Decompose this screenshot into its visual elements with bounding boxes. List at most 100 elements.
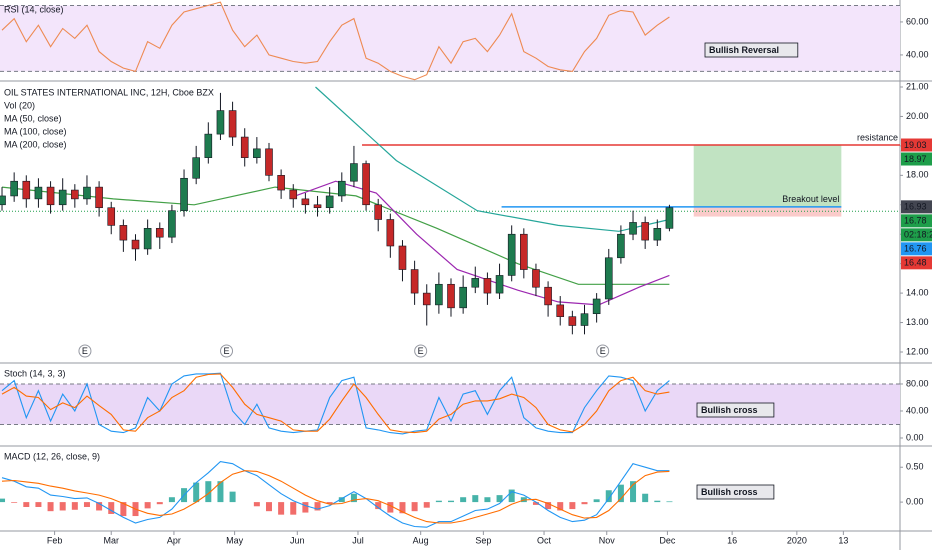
- histogram-bar: [156, 502, 163, 505]
- price-tag: [901, 228, 932, 242]
- price-tag: [901, 200, 932, 214]
- histogram-bar: [642, 493, 649, 503]
- annotation-box: [704, 42, 799, 58]
- level-label: resistance: [857, 132, 898, 142]
- histogram-bar: [326, 502, 333, 504]
- candle-body: [592, 298, 601, 315]
- histogram-bar: [617, 484, 624, 503]
- histogram-bar: [387, 502, 394, 513]
- y-tick-label: 0.00: [906, 496, 924, 506]
- candle-body: [495, 275, 504, 294]
- histogram-bar: [472, 495, 479, 503]
- y-tick-label: 12.00: [906, 346, 929, 356]
- price-tag-label: 16.93: [904, 202, 927, 212]
- earnings-marker: [220, 344, 234, 358]
- histogram-bar: [96, 502, 103, 511]
- candle-body: [253, 148, 261, 158]
- candle-body: [58, 189, 67, 206]
- x-tick-label: Dec: [659, 535, 676, 545]
- candle-body: [568, 316, 577, 326]
- level-label: Breakout level: [782, 194, 839, 204]
- histogram-bar: [35, 502, 42, 507]
- symbol-title: OIL STATES INTERNATIONAL INC, 12H, Cboe …: [4, 87, 214, 97]
- histogram-bar: [59, 502, 66, 511]
- candle-body: [422, 292, 431, 306]
- candle-body: [337, 180, 346, 197]
- indicator-line: [1, 372, 670, 435]
- candle-body: [0, 195, 6, 206]
- y-tick-label: 14.00: [906, 287, 929, 297]
- histogram-bar: [278, 502, 285, 515]
- x-tick-label: 16: [727, 535, 737, 545]
- y-tick-label: 21.00: [906, 81, 929, 91]
- histogram-bar: [168, 497, 175, 503]
- indicator-line: [1, 461, 670, 528]
- candle-body: [216, 110, 225, 135]
- histogram-bar: [265, 502, 272, 512]
- histogram-bar: [593, 499, 600, 503]
- y-tick-label: 80.00: [906, 378, 929, 388]
- histogram-bar: [630, 481, 637, 503]
- histogram-bar: [229, 491, 236, 503]
- price-tag: [901, 214, 932, 228]
- legend-item: MA (200, close): [4, 139, 67, 149]
- histogram-bar: [508, 489, 515, 503]
- price-tag-label: 02:18:27: [904, 230, 932, 240]
- candle-body: [447, 283, 455, 309]
- candle-body: [386, 219, 395, 247]
- candle-body: [374, 204, 383, 220]
- histogram-bar: [144, 502, 151, 509]
- price-tag-label: 19.03: [904, 140, 927, 150]
- price-tag: [901, 242, 932, 256]
- target-zone: [693, 145, 842, 207]
- candle-body: [507, 233, 516, 276]
- y-tick-label: 20.00: [906, 111, 929, 121]
- price-tag-label: 18.97: [904, 154, 927, 164]
- earnings-marker: [596, 344, 610, 358]
- histogram-bar: [253, 502, 260, 507]
- earnings-label: E: [600, 346, 606, 356]
- candle-body: [544, 286, 552, 306]
- y-tick-label: 18.00: [906, 170, 929, 180]
- y-tick-label: 40.00: [906, 49, 929, 59]
- annotation-box: [696, 484, 775, 500]
- histogram-bar: [375, 502, 382, 510]
- candle-body: [520, 233, 528, 270]
- candle-body: [71, 189, 79, 200]
- histogram-bar: [605, 490, 612, 503]
- legend-item: Vol (20): [4, 100, 35, 110]
- candle-body: [143, 228, 152, 250]
- candle-body: [119, 225, 128, 241]
- price-tag-label: 16.78: [904, 216, 927, 226]
- x-tick-label: Oct: [537, 535, 552, 545]
- histogram-bar: [47, 502, 54, 512]
- histogram-bar: [448, 500, 455, 503]
- candle-body: [192, 157, 200, 179]
- histogram-bar: [411, 502, 418, 512]
- x-tick-label: Apr: [167, 535, 181, 545]
- candle-body: [483, 278, 492, 294]
- band-fill: [0, 5, 900, 72]
- histogram-bar: [460, 497, 467, 503]
- histogram-bar: [532, 502, 539, 505]
- candle-body: [629, 222, 637, 235]
- histogram-bar: [71, 502, 78, 510]
- y-tick-label: 0.50: [906, 462, 924, 472]
- ma-line: [315, 86, 670, 232]
- x-tick-label: 2020: [787, 535, 807, 545]
- earnings-marker: [78, 344, 92, 358]
- x-tick-label: Sep: [475, 535, 491, 545]
- price-tag-label: 16.76: [904, 244, 927, 254]
- candle-body: [10, 180, 18, 197]
- earnings-label: E: [418, 346, 424, 356]
- indicator-line: [1, 470, 670, 524]
- histogram-bar: [569, 502, 576, 510]
- x-tick-label: Aug: [413, 535, 429, 545]
- candle-body: [641, 222, 649, 241]
- candle-body: [325, 195, 334, 209]
- price-tag: [901, 256, 932, 270]
- candle-body: [350, 163, 358, 182]
- candle-body: [580, 313, 589, 326]
- histogram-bar: [399, 502, 406, 514]
